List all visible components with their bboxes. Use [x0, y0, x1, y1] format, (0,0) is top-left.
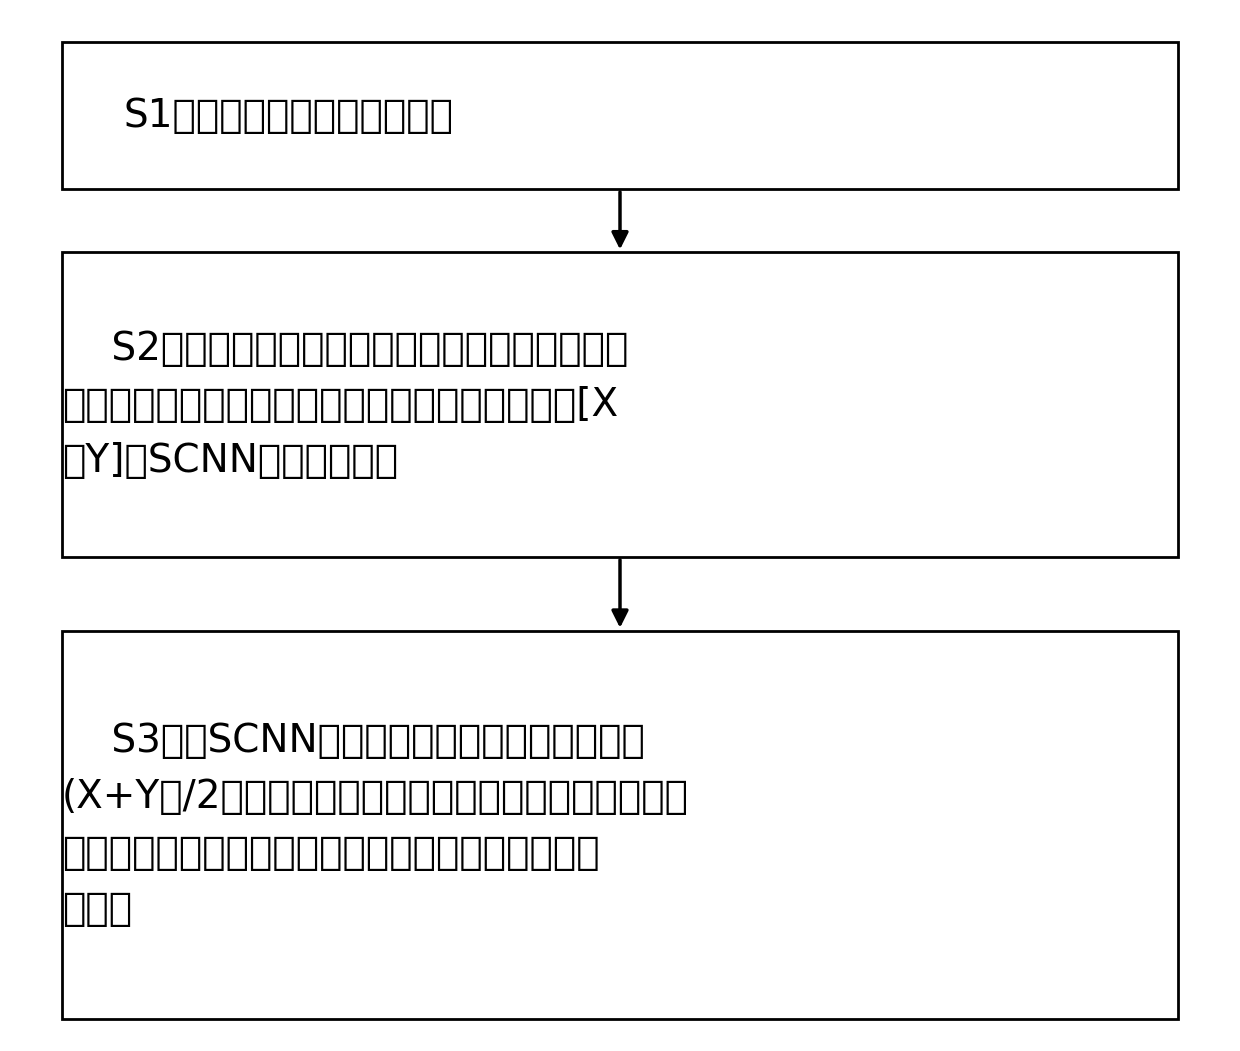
- Text: S1：获取多导联心电图信号；: S1：获取多导联心电图信号；: [124, 97, 454, 135]
- Text: S2：将多导联心电图信号输入到训练好的具有若
于卷积层、若于池化层和若于全连接层的输出值为[X
，Y]的SCNN神经网络中；: S2：将多导联心电图信号输入到训练好的具有若 于卷积层、若于池化层和若于全连接层…: [62, 330, 629, 479]
- Text: S3：若SCNN神经网络的输出结果为大于等于
(X+Y）/2时，则认为所述多导联心电图信号为室性心动
过速，否则认为所述多导联心电图信号为非室性心动
过速。: S3：若SCNN神经网络的输出结果为大于等于 (X+Y）/2时，则认为所述多导联…: [62, 722, 689, 928]
- FancyBboxPatch shape: [62, 252, 1178, 557]
- FancyBboxPatch shape: [62, 631, 1178, 1019]
- FancyBboxPatch shape: [62, 42, 1178, 189]
